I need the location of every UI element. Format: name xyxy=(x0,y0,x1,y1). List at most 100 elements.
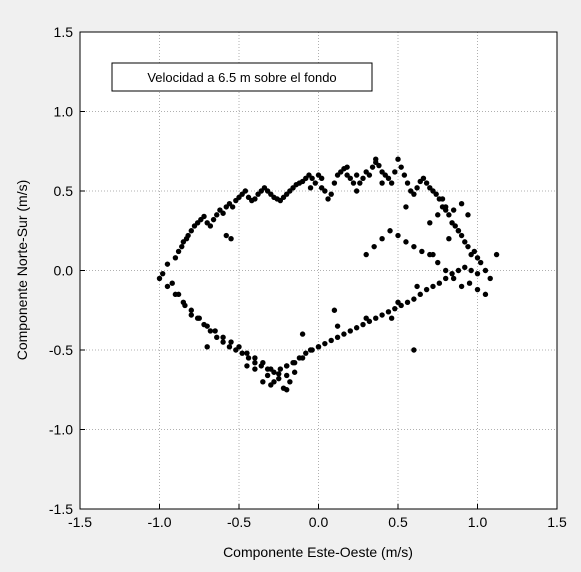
scatter-point xyxy=(371,243,377,250)
scatter-point xyxy=(252,355,258,361)
scatter-point xyxy=(395,232,401,239)
scatter-point xyxy=(328,337,334,344)
scatter-point xyxy=(446,212,452,218)
scatter-point xyxy=(344,164,350,170)
scatter-point xyxy=(322,188,328,194)
scatter-point xyxy=(411,191,417,197)
scatter-point xyxy=(420,175,427,181)
scatter-point xyxy=(385,309,392,315)
scatter-point xyxy=(164,261,171,267)
scatter-point xyxy=(357,180,363,186)
annotation-box: Velocidad a 6.5 m sobre el fondo xyxy=(111,62,373,92)
scatter-point xyxy=(194,315,201,321)
scatter-point xyxy=(401,172,408,178)
scatter-point xyxy=(315,344,322,350)
scatter-point xyxy=(449,270,455,277)
x-tick-label: 1.5 xyxy=(547,514,567,530)
scatter-point xyxy=(276,375,282,382)
scatter-point xyxy=(331,180,338,186)
scatter-point xyxy=(290,360,296,366)
scatter-point xyxy=(462,264,468,271)
scatter-point xyxy=(452,223,458,229)
scatter-point xyxy=(159,270,166,277)
annotation-text: Velocidad a 6.5 m sobre el fondo xyxy=(147,70,336,85)
scatter-point xyxy=(188,228,194,234)
scatter-point xyxy=(443,275,449,282)
scatter-points xyxy=(156,156,500,393)
scatter-point xyxy=(388,315,395,321)
scatter-point xyxy=(443,267,449,274)
plot-area xyxy=(80,32,557,509)
scatter-point xyxy=(474,270,481,277)
scatter-point xyxy=(395,299,401,305)
scatter-point xyxy=(423,286,430,293)
y-tick-label: -1.5 xyxy=(49,501,73,517)
scatter-point xyxy=(185,232,191,239)
scatter-point xyxy=(404,180,411,186)
scatter-point xyxy=(395,156,401,162)
scatter-point xyxy=(210,216,217,223)
scatter-point xyxy=(252,196,258,202)
scatter-point xyxy=(214,212,220,218)
scatter-point xyxy=(212,328,218,334)
scatter-point xyxy=(334,334,341,340)
scatter-point xyxy=(188,312,194,318)
scatter-point xyxy=(284,372,290,379)
scatter-point xyxy=(201,321,207,328)
scatter-point xyxy=(303,350,309,356)
scatter-point xyxy=(350,180,357,186)
scatter-point xyxy=(271,369,277,375)
scatter-point xyxy=(188,307,194,313)
scatter-point xyxy=(435,259,441,266)
axis-ticks: -1.5 -1.0 -0.5 0.0 0.5 1.0 1.5 -1.5 -1.0 -0.5 0.0 0… xyxy=(49,24,567,530)
scatter-point xyxy=(388,180,395,186)
x-tick-label: -1.5 xyxy=(68,514,92,530)
x-tick-label: -1.0 xyxy=(147,514,171,530)
scatter-point xyxy=(331,307,338,313)
scatter-point xyxy=(207,328,214,334)
y-tick-label: -1.0 xyxy=(49,422,73,438)
scatter-point xyxy=(411,296,417,302)
scatter-point xyxy=(226,344,233,350)
scatter-point xyxy=(175,248,182,255)
scatter-point xyxy=(427,220,433,226)
scatter-point xyxy=(458,283,465,290)
scatter-point xyxy=(398,164,404,170)
scatter-point xyxy=(260,379,266,385)
scatter-point xyxy=(172,255,179,261)
scatter-point xyxy=(264,372,271,379)
scatter-point xyxy=(477,259,484,266)
scatter-point xyxy=(214,334,220,340)
scatter-point xyxy=(403,239,409,245)
scatter-point xyxy=(220,339,226,345)
scatter-point xyxy=(443,204,449,210)
scatter-point xyxy=(312,180,319,186)
scatter-point xyxy=(373,156,379,162)
scatter-point xyxy=(258,363,264,369)
scatter-point xyxy=(328,191,334,197)
scatter-point xyxy=(403,204,409,210)
scatter-point xyxy=(228,236,234,242)
scatter-point xyxy=(245,355,252,361)
scatter-point xyxy=(156,275,163,282)
scatter-point xyxy=(353,172,360,178)
scatter-point xyxy=(252,366,258,372)
scatter-point xyxy=(228,339,234,345)
scatter-point xyxy=(450,275,457,282)
scatter-point xyxy=(439,196,446,202)
scatter-point xyxy=(423,180,430,186)
scatter-point xyxy=(392,169,398,175)
scatter-point xyxy=(284,387,290,393)
scatter-point xyxy=(446,236,452,242)
y-tick-label: 0.5 xyxy=(54,183,74,199)
scatter-point xyxy=(482,267,489,274)
scatter-point xyxy=(360,321,366,328)
scatter-point xyxy=(360,175,366,181)
scatter-point xyxy=(347,328,353,334)
scatter-point xyxy=(465,243,471,250)
scatter-point xyxy=(164,283,171,290)
scatter-point xyxy=(299,331,306,337)
scatter-point xyxy=(334,323,341,329)
